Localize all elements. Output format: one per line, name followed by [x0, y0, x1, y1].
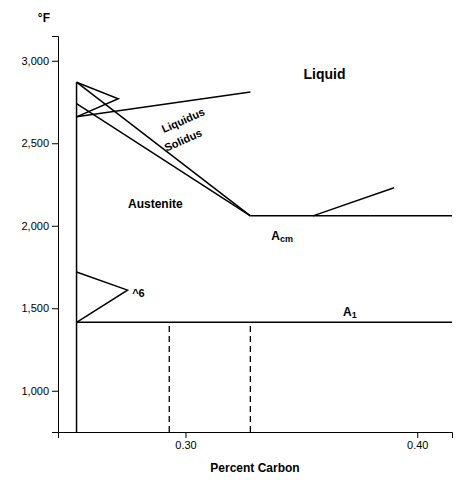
tick-label: 2,000 [21, 220, 49, 232]
annotation-subscript: 1 [352, 310, 357, 320]
y-axis-title: °F [38, 11, 50, 25]
annotation-text: A [343, 305, 352, 319]
tick-label: 1,500 [21, 302, 49, 314]
axis-line [52, 37, 59, 433]
annotation-subscript: cm [280, 234, 293, 244]
tick: 1,000 [21, 385, 58, 397]
tick-label: 0.30 [175, 439, 196, 451]
lines [77, 82, 452, 432]
chart: 0.300.401,0001,5002,0002,5003,000LiquidL… [0, 0, 474, 482]
annotations: LiquidLiquidusSolidusAusteniteAcmA1^6 [128, 66, 357, 320]
tick-label: 0.40 [407, 439, 428, 451]
line [313, 188, 394, 216]
tick: 3,000 [21, 55, 58, 67]
annotation: Austenite [128, 197, 183, 211]
tick-label: 1,000 [21, 385, 49, 397]
tick-mark [52, 308, 58, 309]
annotation-text: ^6 [132, 287, 145, 299]
line [371, 215, 452, 217]
line [77, 272, 128, 322]
annotation: Solidus [163, 126, 204, 153]
tick-label: 3,000 [21, 55, 49, 67]
annotation-text: Austenite [128, 197, 183, 211]
tick-mark [52, 226, 58, 227]
line [250, 215, 371, 217]
tick-label: 2,500 [21, 137, 49, 149]
line [250, 322, 251, 432]
annotation: ^6 [132, 287, 145, 299]
annotation: Liquid [304, 66, 346, 82]
tick: 2,000 [21, 220, 58, 232]
annotation-text: Liquid [304, 66, 346, 82]
line [77, 322, 452, 324]
x-axis: 0.30 0.40 [59, 432, 453, 451]
annotation-text: A [271, 229, 280, 243]
tick: 1,500 [21, 302, 58, 314]
tick-mark [52, 391, 58, 392]
tick-mark [185, 432, 186, 438]
tick: 2,500 [21, 137, 58, 149]
annotation-text: Solidus [163, 126, 204, 153]
line [76, 322, 78, 432]
line [77, 82, 119, 117]
tick-mark [417, 432, 418, 438]
line [77, 82, 251, 216]
tick: 0.30 [175, 432, 196, 451]
line [77, 92, 251, 117]
tick-mark [52, 61, 58, 62]
axis-line [59, 433, 453, 439]
annotation: Acm [271, 229, 293, 245]
plot: 0.300.401,0001,5002,0002,5003,000LiquidL… [21, 11, 452, 475]
x-axis-title: Percent Carbon [210, 461, 299, 475]
tick-mark [52, 143, 58, 144]
annotation: A1 [343, 305, 357, 321]
tick: 0.40 [407, 432, 428, 451]
line [169, 322, 170, 432]
y-axis: 1,000 1,500 2,000 2,500 3,000 [21, 37, 58, 433]
line [77, 104, 251, 216]
line [76, 82, 78, 322]
